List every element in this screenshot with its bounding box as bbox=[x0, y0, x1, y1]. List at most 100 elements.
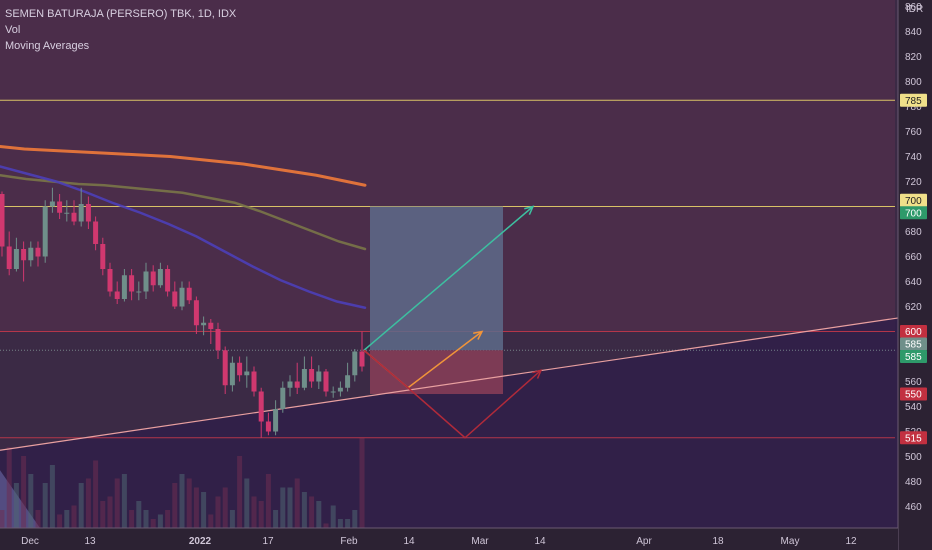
candle-body bbox=[258, 391, 264, 422]
candle bbox=[258, 387, 264, 438]
price-badge-785: 785 bbox=[900, 93, 927, 107]
price-tick-label: 780 bbox=[905, 102, 922, 113]
candle bbox=[309, 356, 315, 388]
price-badge-label: 585 bbox=[905, 352, 922, 363]
volume-bar bbox=[309, 496, 315, 528]
candle bbox=[6, 231, 12, 276]
candle-body bbox=[251, 371, 257, 392]
volume-indicator-label[interactable]: Vol bbox=[5, 24, 21, 36]
candle bbox=[150, 265, 156, 292]
volume-bar bbox=[179, 474, 185, 528]
time-tick-label: 18 bbox=[712, 536, 724, 547]
price-tick-label: 480 bbox=[905, 477, 922, 488]
volume-bar bbox=[71, 505, 77, 528]
volume-bar bbox=[21, 456, 27, 528]
volume-bar bbox=[258, 501, 264, 528]
volume-bar bbox=[157, 514, 163, 528]
time-axis bbox=[0, 528, 898, 550]
candle bbox=[42, 200, 48, 263]
time-tick-label: 2022 bbox=[189, 536, 212, 547]
arrow-retest-path bbox=[363, 349, 542, 439]
candle-body bbox=[229, 362, 235, 386]
candle bbox=[21, 241, 27, 282]
candle bbox=[121, 269, 127, 302]
candle bbox=[337, 381, 343, 397]
time-tick-label: Mar bbox=[471, 536, 489, 547]
candle-body bbox=[28, 247, 34, 261]
price-tick-label: 500 bbox=[905, 452, 922, 463]
candle bbox=[136, 281, 142, 301]
volume-bar bbox=[215, 496, 221, 528]
volume-bar bbox=[323, 523, 329, 528]
candle-body bbox=[49, 201, 55, 207]
candle-body bbox=[273, 409, 279, 432]
volume-bar bbox=[165, 510, 171, 528]
candle-body bbox=[57, 201, 63, 213]
price-badge-bg bbox=[900, 431, 927, 445]
candle-body bbox=[114, 291, 120, 299]
candle bbox=[114, 281, 120, 304]
time-tick-label: 13 bbox=[84, 536, 96, 547]
price-tick-label: 460 bbox=[905, 502, 922, 513]
symbol-title[interactable]: SEMEN BATURAJA (PERSERO) TBK, 1D, IDX bbox=[5, 8, 237, 20]
candle bbox=[157, 262, 163, 288]
moving-average-blue bbox=[0, 165, 367, 309]
candle bbox=[78, 187, 84, 227]
candle-body bbox=[359, 351, 365, 367]
price-tick-label: 560 bbox=[905, 377, 922, 388]
arrow-retest bbox=[363, 349, 543, 439]
candle-body bbox=[186, 287, 192, 301]
candle bbox=[85, 196, 91, 229]
candle bbox=[49, 187, 55, 213]
volume-bar bbox=[229, 510, 235, 528]
time-tick-label: 14 bbox=[403, 536, 415, 547]
candle-body bbox=[287, 381, 293, 388]
volume-bar bbox=[186, 478, 192, 528]
candle bbox=[301, 356, 307, 391]
volume-bar bbox=[85, 478, 91, 528]
time-tick-label: May bbox=[781, 536, 800, 547]
volume-bar bbox=[150, 519, 156, 528]
candle-body bbox=[179, 287, 185, 307]
price-badge-585: 585 bbox=[900, 350, 927, 363]
candle bbox=[265, 412, 271, 436]
volume-bar bbox=[136, 501, 142, 528]
candle bbox=[345, 362, 351, 392]
volume-bar bbox=[78, 483, 84, 528]
price-tick-label: 640 bbox=[905, 277, 922, 288]
time-tick-label: Dec bbox=[21, 536, 39, 547]
time-tick-label: 12 bbox=[845, 536, 857, 547]
time-tick-label: 14 bbox=[534, 536, 546, 547]
price-badge-label: 700 bbox=[905, 196, 922, 207]
candle-body bbox=[100, 244, 106, 269]
volume-bar bbox=[193, 487, 199, 528]
moving-averages-indicator-label[interactable]: Moving Averages bbox=[5, 40, 90, 52]
price-badge-bg bbox=[900, 325, 927, 338]
candle bbox=[165, 265, 171, 297]
candle bbox=[251, 366, 257, 397]
price-badge-700: 700 bbox=[900, 206, 927, 220]
currency-label: IDR bbox=[906, 4, 923, 15]
volume-bar bbox=[93, 460, 99, 528]
volume-bar bbox=[280, 487, 286, 528]
candle-body bbox=[42, 206, 48, 257]
candle bbox=[222, 346, 228, 394]
price-badge-label: 550 bbox=[905, 390, 922, 401]
candle bbox=[13, 237, 19, 272]
price-tick-label: 740 bbox=[905, 152, 922, 163]
candle-body bbox=[21, 249, 27, 261]
candle-body bbox=[78, 204, 84, 222]
candle-body bbox=[13, 249, 19, 269]
price-tick-label: 720 bbox=[905, 177, 922, 188]
candle bbox=[237, 356, 243, 382]
candle-body bbox=[215, 329, 221, 351]
volume-bar bbox=[201, 492, 207, 528]
time-tick-label: Apr bbox=[636, 536, 652, 547]
candle-body bbox=[107, 269, 113, 292]
price-axis bbox=[898, 0, 932, 550]
price-badge-label: 600 bbox=[905, 327, 922, 338]
candle-body bbox=[165, 269, 171, 292]
candle bbox=[323, 369, 329, 397]
candle bbox=[179, 281, 185, 311]
